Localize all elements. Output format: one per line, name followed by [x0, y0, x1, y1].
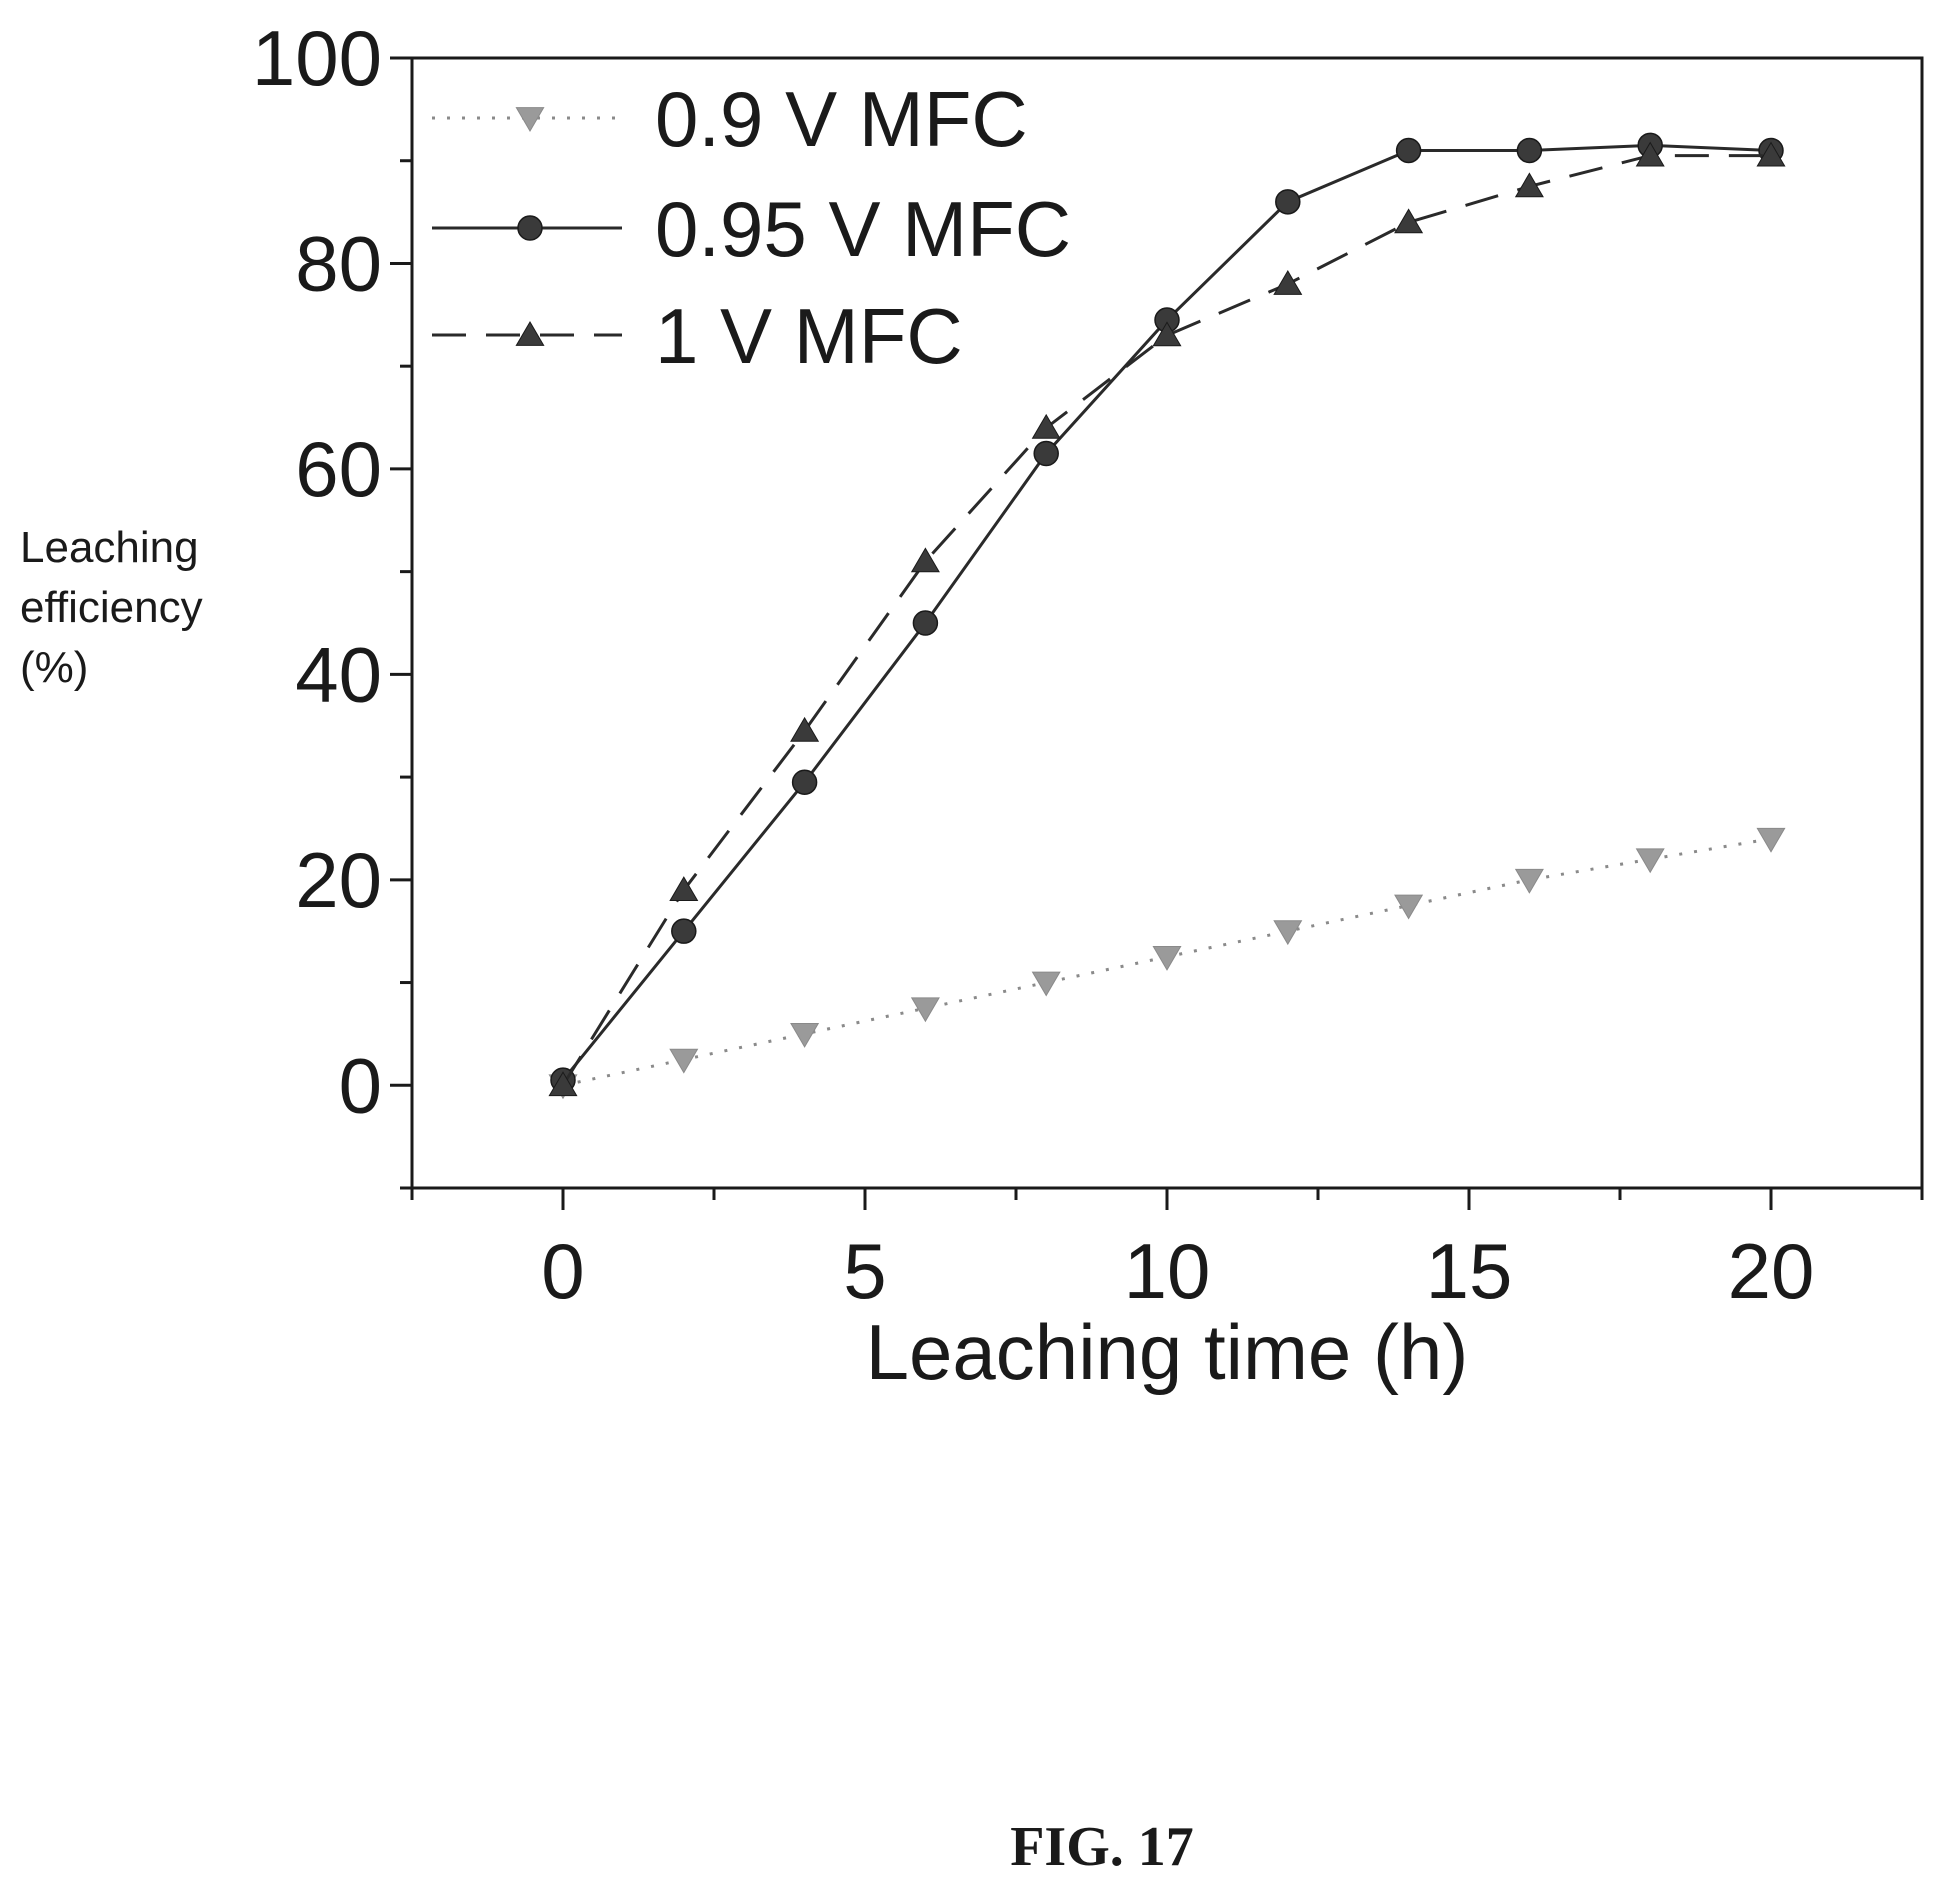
series-2-point: [671, 918, 697, 944]
axes-layer: 0 5 10 15 20 0 20 40 60 80 100: [252, 14, 1924, 1315]
series-1-point: [1273, 920, 1303, 946]
series-1-point: [1031, 971, 1061, 997]
series-1-point: [1635, 848, 1665, 874]
series-3-point: [1635, 141, 1665, 167]
series-3-line: [561, 154, 1771, 1087]
x-tick-label: 20: [1728, 1227, 1815, 1315]
legend-label-2: 0.95 V MFC: [655, 185, 1071, 273]
series-1-point: [1152, 945, 1182, 971]
x-tick-label: 0: [541, 1227, 584, 1315]
y-axis-label-line-2: efficiency: [20, 583, 203, 632]
legend-marker-2: [517, 215, 543, 241]
series-1-point: [669, 1048, 699, 1074]
series-2: [550, 132, 1784, 1093]
legend-label-3: 1 V MFC: [655, 292, 963, 380]
series-1-point: [1394, 894, 1424, 920]
legend-label-1: 0.9 V MFC: [655, 75, 1028, 163]
plot-frame: [410, 56, 1924, 1190]
y-tick-label: 100: [252, 14, 382, 102]
series-3-point: [1273, 270, 1303, 295]
series-3-point: [548, 1071, 578, 1097]
series-3-point: [790, 716, 820, 742]
series-2-point: [1275, 189, 1301, 215]
series-3: [548, 141, 1786, 1097]
figure-caption: FIG. 17: [1010, 1816, 1194, 1878]
x-tick-label: 5: [843, 1227, 886, 1315]
x-tick-label: 10: [1124, 1227, 1211, 1315]
series-layer: [548, 132, 1786, 1100]
series-2-point: [1516, 137, 1543, 164]
series-1-point: [1514, 868, 1544, 894]
y-tick-label: 0: [339, 1041, 382, 1129]
y-tick-label: 80: [295, 219, 382, 307]
y-axis-label-line-3: (%): [20, 643, 88, 692]
series-3-point: [1514, 172, 1544, 198]
series-1-point: [790, 1023, 820, 1048]
y-tick-label: 20: [295, 836, 382, 924]
x-tick-label: 15: [1426, 1227, 1513, 1315]
series-2-point: [1395, 137, 1422, 164]
series-3-point: [910, 547, 940, 573]
legend-marker-1: [515, 107, 545, 132]
x-axis-label: Leaching time (h): [866, 1308, 1469, 1396]
y-axis-label-line-1: Leaching: [20, 523, 199, 572]
series-1-point: [910, 997, 940, 1023]
y-tick-label: 60: [295, 425, 382, 513]
series-1-point: [1756, 827, 1786, 853]
series-2-point: [912, 610, 939, 636]
series-2-point: [1033, 440, 1059, 467]
legend-marker-3: [515, 321, 545, 346]
series-2-line: [561, 143, 1772, 1082]
series-3-point: [1152, 321, 1182, 347]
series-3-point: [669, 876, 699, 901]
series-3-point: [1756, 141, 1786, 167]
series-3-point: [1031, 413, 1061, 439]
series-3-point: [1394, 208, 1424, 234]
series-2-point: [791, 769, 818, 795]
legend: 0.9 V MFC 0.95 V MFC 1 V MFC: [432, 75, 1071, 380]
y-tick-label: 40: [295, 630, 382, 718]
